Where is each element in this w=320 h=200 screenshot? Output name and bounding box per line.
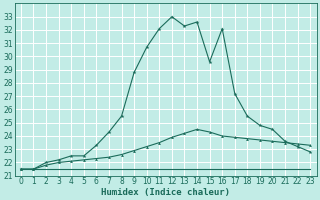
X-axis label: Humidex (Indice chaleur): Humidex (Indice chaleur) — [101, 188, 230, 197]
